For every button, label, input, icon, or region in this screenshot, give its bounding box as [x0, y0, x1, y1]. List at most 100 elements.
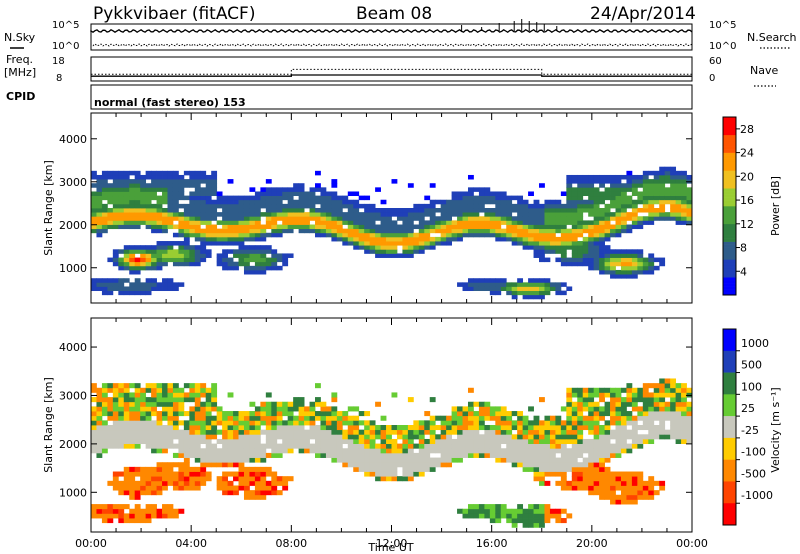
- power-colorbar-swatch: [723, 188, 736, 192]
- power-cell: [577, 208, 584, 213]
- power-cell: [418, 245, 425, 250]
- freq-trace: [91, 68, 692, 77]
- power-cell: [560, 212, 567, 217]
- power-colorbar-swatch: [723, 197, 736, 201]
- power-cell: [440, 208, 447, 213]
- power-cell: [386, 236, 392, 242]
- power-cell: [364, 249, 371, 254]
- velocity-cell: [686, 415, 692, 421]
- velocity-cell: [205, 471, 212, 477]
- power-cell: [167, 183, 174, 188]
- velocity-cell: [331, 438, 338, 445]
- velocity-cell: [222, 457, 228, 463]
- power-cell: [631, 212, 638, 217]
- power-cell: [648, 220, 655, 225]
- power-cell: [145, 170, 152, 176]
- velocity-cell: [593, 457, 600, 463]
- velocity-cell: [222, 490, 228, 496]
- velocity-cell: [637, 443, 644, 449]
- power-colorbar-swatch: [723, 191, 736, 195]
- velocity-cell: [664, 378, 671, 384]
- power-cell: [539, 232, 545, 238]
- power-cell: [96, 191, 103, 197]
- velocity-cell: [172, 401, 179, 407]
- power-cell: [577, 191, 584, 197]
- power-cell: [112, 286, 119, 292]
- velocity-cell: [249, 476, 256, 482]
- velocity-cell: [172, 411, 179, 417]
- velocity-cell: [500, 438, 507, 445]
- velocity-cell: [129, 518, 136, 524]
- velocity-cell: [178, 420, 185, 426]
- velocity-cell: [260, 485, 267, 491]
- velocity-cell: [194, 397, 201, 403]
- velocity-cell: [653, 406, 660, 412]
- power-cell: [101, 187, 108, 192]
- velocity-cell: [216, 411, 223, 417]
- power-cell: [96, 232, 103, 238]
- power-cell: [610, 257, 616, 263]
- power-cell: [380, 245, 387, 250]
- power-cell: [440, 203, 447, 209]
- power-cell: [194, 220, 201, 225]
- velocity-cell: [96, 452, 103, 458]
- power-cell: [293, 224, 300, 230]
- nsky-strip: N.Sky 10^5 10^0 10^5 10^0 N.Search: [4, 19, 797, 52]
- velocity-cell: [145, 425, 152, 431]
- power-cell: [331, 183, 338, 188]
- velocity-cell: [156, 434, 163, 440]
- velocity-cell: [533, 438, 540, 445]
- power-cell: [123, 224, 130, 230]
- velocity-cell: [271, 476, 278, 482]
- velocity-cell: [216, 406, 223, 412]
- power-cell: [151, 278, 157, 283]
- power-cell: [577, 203, 584, 209]
- velocity-cell: [167, 466, 174, 472]
- velocity-cell: [506, 438, 513, 445]
- power-cell: [653, 179, 660, 184]
- power-cell: [298, 187, 305, 192]
- power-cell: [216, 195, 223, 201]
- power-colorbar-swatch: [723, 265, 736, 269]
- power-cell: [626, 170, 633, 176]
- velocity-cell: [156, 508, 163, 514]
- power-cell: [216, 191, 223, 197]
- power-cell: [91, 282, 97, 287]
- power-cell: [577, 224, 584, 230]
- velocity-cell: [642, 438, 649, 445]
- power-colorbar-swatch: [723, 283, 736, 287]
- velocity-cell: [599, 397, 605, 403]
- power-cell: [528, 220, 534, 225]
- velocity-cell: [200, 425, 207, 431]
- velocity-cell: [178, 485, 185, 491]
- cpid-text: normal (fast stereo) 153: [94, 96, 246, 109]
- velocity-cell: [331, 448, 338, 454]
- power-cell: [304, 220, 310, 225]
- power-cell: [593, 220, 600, 225]
- power-cell: [222, 224, 228, 230]
- velocity-cell: [172, 462, 179, 468]
- power-cell: [620, 269, 627, 275]
- power-cell: [478, 187, 485, 192]
- power-cell: [101, 179, 108, 184]
- velocity-cell: [560, 471, 567, 477]
- velocity-cell: [615, 392, 622, 398]
- power-cell: [320, 224, 327, 230]
- velocity-cell: [549, 508, 556, 514]
- power-cell: [183, 249, 190, 254]
- velocity-cell: [156, 485, 163, 491]
- power-cell: [183, 241, 190, 246]
- velocity-cell: [129, 429, 136, 435]
- power-cell: [254, 195, 261, 201]
- power-cell: [386, 208, 392, 213]
- velocity-cell: [533, 508, 540, 514]
- power-cell: [249, 208, 256, 213]
- power-cell: [200, 228, 207, 234]
- power-cell: [659, 187, 666, 192]
- power-cell: [369, 212, 376, 217]
- velocity-cell: [549, 471, 556, 477]
- power-cell: [626, 224, 633, 230]
- power-cell: [506, 290, 513, 296]
- power-cell: [233, 249, 239, 254]
- power-cell: [233, 203, 239, 209]
